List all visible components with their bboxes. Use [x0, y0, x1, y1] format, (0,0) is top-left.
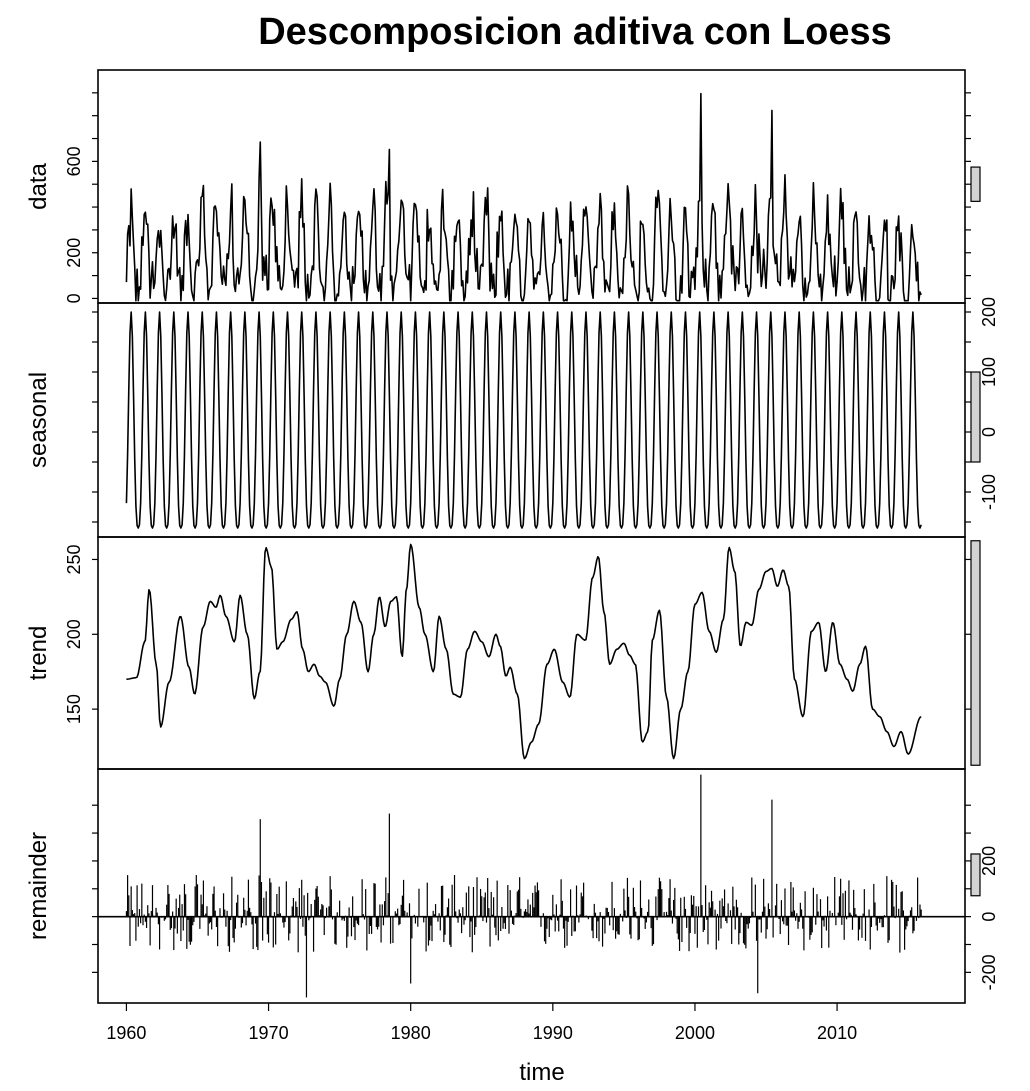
y-axis-label-remainder: remainder: [25, 832, 52, 940]
x-tick-label: 1970: [249, 1023, 289, 1043]
x-tick-label: 2010: [817, 1023, 857, 1043]
y-tick-label: 0: [64, 293, 84, 303]
y-tick-label: 250: [64, 544, 84, 574]
y-tick-label: 200: [979, 297, 999, 327]
data-series-line: [125, 92, 922, 302]
y-axis-label-trend: trend: [25, 626, 52, 681]
scale-bar: [970, 371, 981, 463]
y-tick-label: 200: [64, 619, 84, 649]
y-axis-label-seasonal: seasonal: [25, 372, 52, 468]
y-axis-label-data: data: [25, 162, 52, 209]
y-tick-label: -100: [979, 474, 999, 510]
y-tick-label: 200: [64, 238, 84, 268]
y-tick-label: 200: [979, 846, 999, 876]
y-tick-label: 150: [64, 694, 84, 724]
x-tick-label: 2000: [675, 1023, 715, 1043]
scale-bar: [970, 853, 981, 897]
panel-frame: [97, 768, 966, 1004]
y-tick-label: 0: [979, 912, 999, 922]
panel-data: 0 200 600 data: [25, 69, 981, 304]
scale-bar: [970, 540, 981, 766]
chart-title: Descomposicion aditiva con Loess: [258, 11, 892, 53]
panel-frame: [97, 536, 966, 770]
x-axis-label: time: [519, 1059, 564, 1086]
y-tick-label: -200: [979, 954, 999, 990]
x-tick-label: 1960: [106, 1023, 146, 1043]
x-tick-label: 1980: [391, 1023, 431, 1043]
y-tick-label: 600: [64, 146, 84, 176]
seasonal-series-line: [125, 311, 922, 529]
x-axis: 1960 1970 1980 1990 2000 2010: [106, 1003, 857, 1043]
panel-seasonal: -100 0 100 200 seasonal: [25, 297, 999, 538]
panels-layer: 0 200 600 data -100 0 100 200 seasonal 150 200 250 t…: [25, 69, 999, 1004]
panel-remainder: -200 0 200 remainder: [25, 768, 999, 1004]
panel-trend: 150 200 250 trend: [25, 536, 981, 770]
y-tick-label: 0: [979, 427, 999, 437]
y-tick-label: 100: [979, 357, 999, 387]
scale-bar: [970, 166, 981, 202]
x-tick-label: 1990: [533, 1023, 573, 1043]
trend-series-line: [126, 543, 922, 760]
